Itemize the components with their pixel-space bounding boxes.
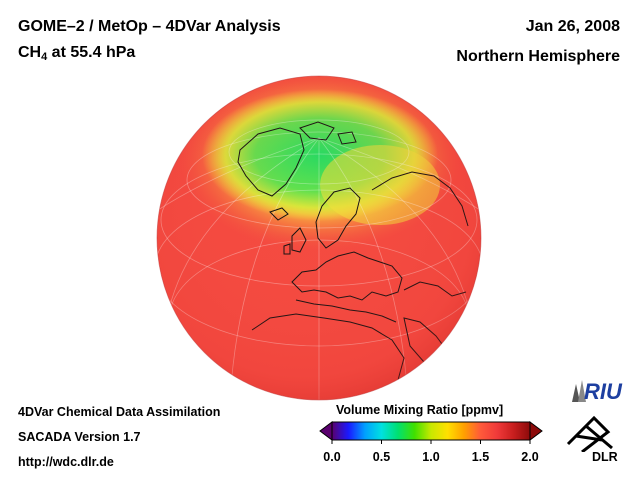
colorbar-bar [331, 421, 531, 441]
region-label: Northern Hemisphere [456, 48, 620, 65]
footer-line-assimilation: 4DVar Chemical Data Assimilation [18, 405, 221, 419]
dlr-logo [566, 415, 613, 452]
colorbar-tick-label: 1.0 [422, 450, 440, 464]
colorbar-tick-label: 0.0 [323, 450, 341, 464]
globe-outline [156, 75, 482, 401]
species-suffix: at 55.4 hPa [47, 44, 136, 61]
colorbar-ticks [331, 440, 531, 444]
colorbar-title: Volume Mixing Ratio [ppmv] [336, 403, 504, 417]
colorbar [319, 421, 543, 444]
species-prefix: CH [18, 44, 42, 61]
colorbar-right-arrow [529, 421, 543, 441]
species-label: CH4 at 55.4 hPa [18, 44, 135, 63]
map-title: GOME–2 / MetOp – 4DVar Analysis [18, 18, 281, 35]
colorbar-tick-label: 1.5 [471, 450, 490, 464]
species-subscript: 4 [41, 51, 48, 63]
dlr-logo-text: DLR [592, 450, 618, 464]
footer-line-version: SACADA Version 1.7 [18, 430, 141, 444]
date-label: Jan 26, 2008 [525, 18, 620, 35]
colorbar-left-arrow [319, 421, 333, 441]
riu-logo: RIU [572, 379, 623, 404]
colorbar-tick-label: 2.0 [521, 450, 539, 464]
colorbar-tick-label: 0.5 [372, 450, 391, 464]
globe-shading [157, 76, 481, 400]
riu-logo-text: RIU [584, 379, 623, 404]
footer-link[interactable]: http://wdc.dlr.de [18, 455, 114, 469]
